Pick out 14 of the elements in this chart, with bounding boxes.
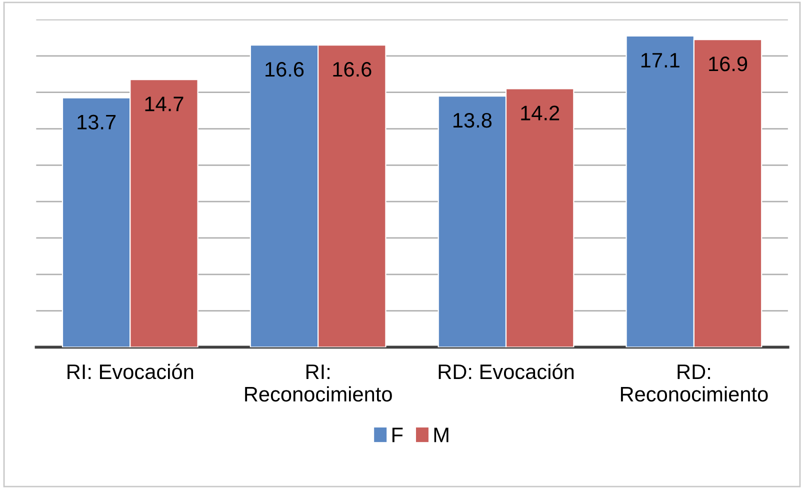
x-tick-label: RD: Evocación <box>438 364 574 380</box>
data-label: 14.2 <box>521 106 560 120</box>
x-tick-label: RD: Reconocimiento <box>620 364 768 402</box>
data-label: 16.6 <box>333 62 372 77</box>
legend-label: M <box>434 428 448 442</box>
data-label: 13.7 <box>78 114 116 130</box>
legend-label: F <box>392 428 403 442</box>
data-label: 17.1 <box>641 53 680 68</box>
x-tick-label: RI: Reconocimiento <box>245 364 392 402</box>
data-label: 16.9 <box>709 56 748 72</box>
x-tick-label: RI: Evocación <box>68 364 194 380</box>
data-label: 13.8 <box>454 112 492 128</box>
data-label: 16.6 <box>266 62 304 77</box>
data-label: 14.7 <box>145 96 184 112</box>
